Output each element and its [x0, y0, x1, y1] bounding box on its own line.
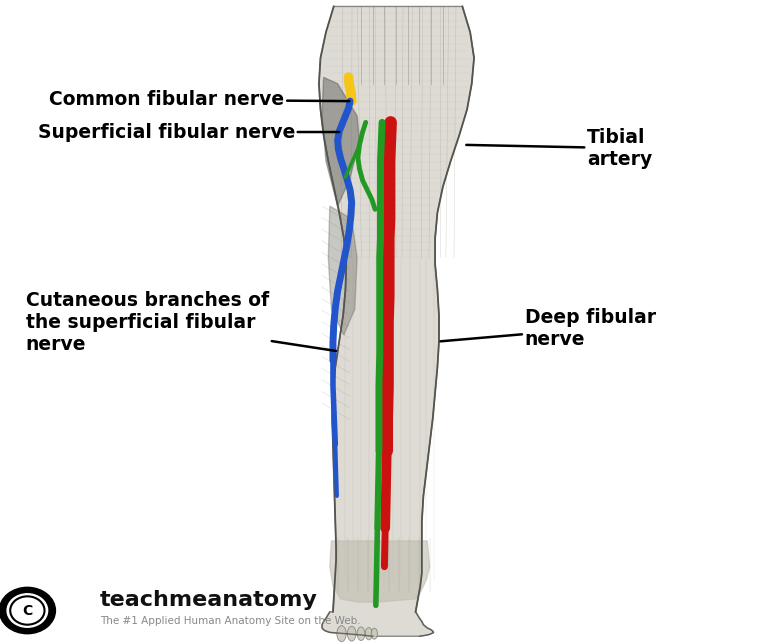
Text: Superficial fibular nerve: Superficial fibular nerve — [38, 122, 339, 142]
Circle shape — [7, 594, 48, 627]
Polygon shape — [328, 206, 357, 335]
Ellipse shape — [357, 627, 365, 640]
Text: C: C — [22, 603, 33, 618]
Ellipse shape — [347, 626, 356, 641]
Text: Cutaneous branches of
the superficial fibular
nerve: Cutaneous branches of the superficial fi… — [26, 290, 336, 354]
Text: Deep fibular
nerve: Deep fibular nerve — [440, 308, 656, 349]
Text: The #1 Applied Human Anatomy Site on the Web.: The #1 Applied Human Anatomy Site on the… — [100, 616, 361, 626]
Polygon shape — [319, 6, 474, 636]
Text: Tibial
artery: Tibial artery — [466, 128, 652, 169]
Ellipse shape — [371, 629, 378, 639]
Text: teachmeanatomy: teachmeanatomy — [100, 590, 317, 611]
Polygon shape — [322, 77, 360, 206]
Ellipse shape — [337, 626, 346, 641]
Text: Common fibular nerve: Common fibular nerve — [49, 90, 350, 109]
Circle shape — [0, 587, 56, 634]
Polygon shape — [330, 541, 429, 602]
Ellipse shape — [365, 627, 372, 640]
